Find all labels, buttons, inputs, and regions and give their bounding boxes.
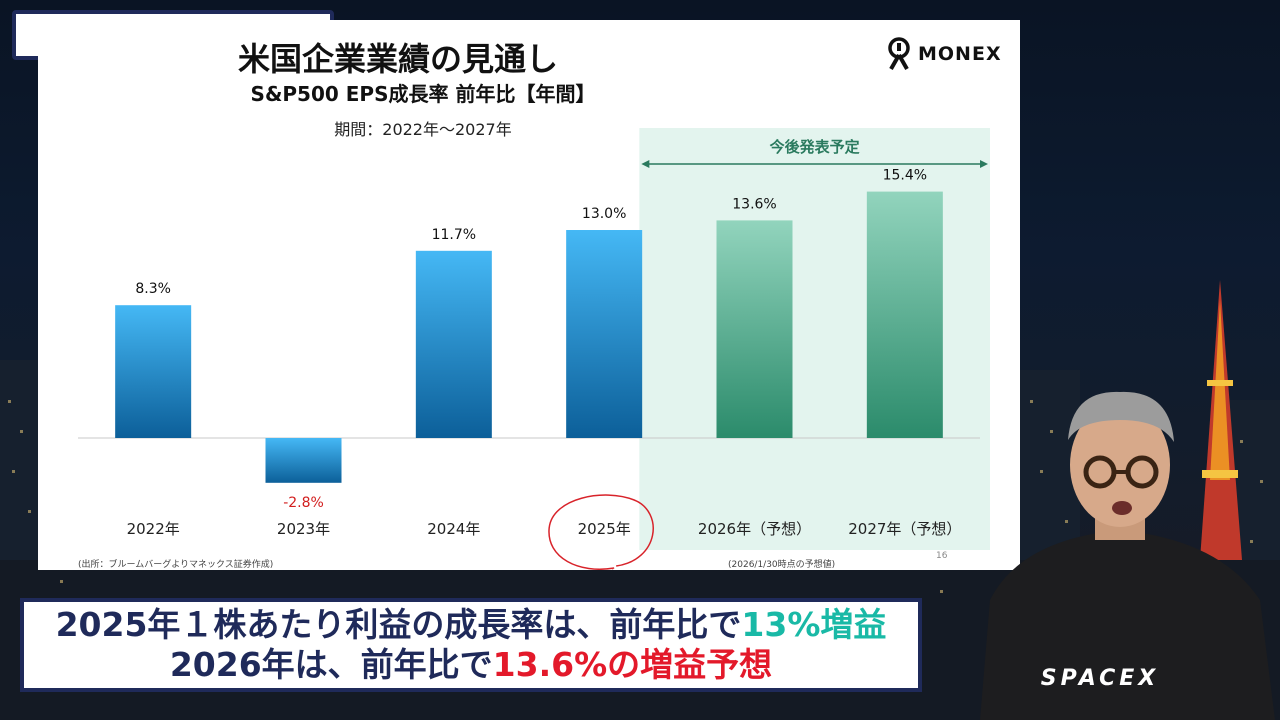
slide-subtitle: S&P500 EPS成長率 前年比【年間】 [250,82,596,106]
presenter: SPACEX [980,391,1275,720]
caption-line-1-text: 2025年１株あたり利益の成長率は、前年比で [55,605,742,644]
value-label-2: 11.7% [432,227,476,243]
value-label-4: 13.6% [732,196,776,212]
bar-3 [566,230,643,438]
category-label-5: 2027年（予想） [848,520,961,538]
caption-line-2-text: 2026年は、前年比で [169,645,493,684]
caption-banner: 2025年１株あたり利益の成長率は、前年比で13%増益 2026年は、前年比で1… [20,598,922,692]
bar-2 [415,250,492,438]
caption-line-2: 2026年は、前年比で13.6%の増益予想 [170,645,772,685]
eps-growth-bar-chart: 今後発表予定 8.3% -2.8% 11.7% 13.0% 13.6% 15.4% 202… [78,128,990,570]
value-label-3: 13.0% [582,206,626,222]
asof-note: (2026/1/30時点の予想値) [728,560,836,570]
monex-figure-icon [888,37,910,70]
category-label-1: 2023年 [277,520,330,538]
monex-logo: MONEX [886,34,1002,74]
caption-line-2-highlight: 13.6%の増益予想 [492,645,773,684]
forecast-arrow [641,160,988,168]
value-label-1: -2.8% [283,495,324,511]
category-label-4: 2026年（予想） [698,520,811,538]
value-label-5: 15.4% [883,168,927,184]
svg-text:SPACEX: SPACEX [1041,666,1159,691]
highlight-circle [548,494,654,570]
tokyo-tower-icon [1200,280,1242,560]
caption-line-1-highlight: 13%増益 [741,605,887,644]
category-label-2: 2024年 [427,520,480,538]
caption-line-1: 2025年１株あたり利益の成長率は、前年比で13%増益 [56,605,887,645]
bar-5 [866,191,943,438]
bar-0 [115,305,192,438]
category-label-3: 2025年 [578,520,631,538]
forecast-label: 今後発表予定 [769,138,860,156]
glasses-icon [1083,455,1159,489]
logo-text: MONEX [918,43,1002,65]
value-label-0: 8.3% [135,281,171,297]
page-number: 16 [936,551,948,561]
bar-1 [265,438,342,483]
bar-4 [716,220,793,438]
slide-title: 米国企業業績の見通し [237,40,558,78]
slide-period: 期間：2022年～2027年 [334,120,512,139]
source-note: (出所：ブルームバーグよりマネックス証券作成) [78,560,274,570]
category-label-0: 2022年 [127,520,180,538]
